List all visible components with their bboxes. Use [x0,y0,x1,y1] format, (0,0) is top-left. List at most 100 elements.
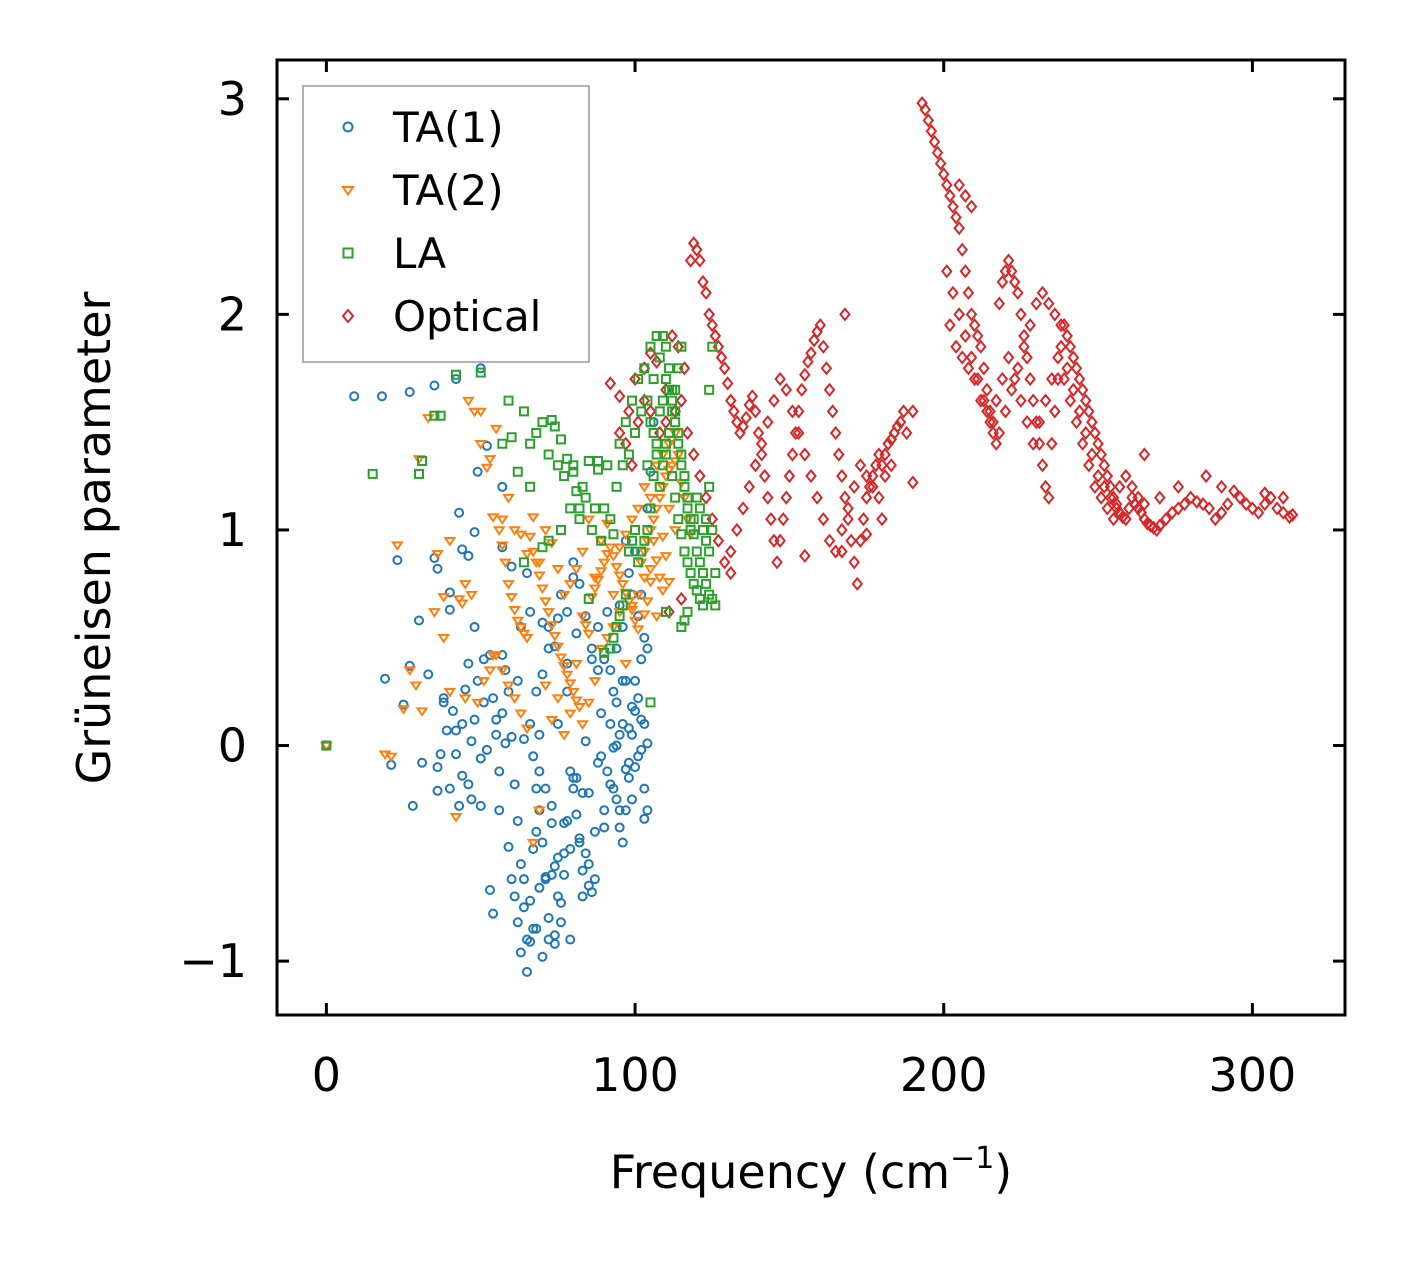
data-point [620,805,631,816]
data-point [836,522,848,538]
data-point [780,490,793,505]
data-point [525,481,536,492]
data-point [749,458,762,473]
data-point [854,533,867,548]
x-axis-title: Frequency (cm−1) [610,1141,1013,1199]
data-point [593,621,604,632]
data-point [965,350,978,365]
data-point [633,693,644,704]
data-point [656,586,670,597]
data-point [636,589,647,600]
data-point [657,395,668,406]
data-point [694,557,705,568]
data-point [1126,479,1138,494]
data-point [603,543,617,554]
data-point [594,537,608,547]
data-point [1036,458,1049,473]
data-point [611,481,622,492]
x-tick-label: 300 [1208,1048,1296,1102]
data-point [633,557,644,568]
data-point [993,296,1006,311]
data-point [1018,339,1030,354]
data-point [959,328,972,344]
data-point [660,341,671,352]
data-point [731,415,743,430]
data-point [508,694,522,704]
data-point [1086,447,1098,462]
data-point [384,752,398,763]
data-point [987,415,999,430]
data-point [477,677,491,687]
data-point [768,393,780,408]
data-point [431,549,444,560]
data-point [999,404,1012,419]
data-point [404,660,415,671]
data-point [1021,350,1033,365]
data-point [552,718,563,729]
data-point [481,744,492,755]
data-point [685,524,696,535]
data-point [1252,505,1265,520]
data-point [534,882,545,893]
data-point [497,481,508,492]
data-point [610,562,623,573]
data-point [423,669,434,680]
data-point [993,425,1006,441]
data-point [786,447,799,462]
data-point [662,577,676,588]
data-point [937,167,950,182]
data-point [626,458,638,473]
data-point [1055,318,1067,333]
data-point [531,427,542,438]
data-point [631,590,645,601]
data-point [626,729,637,740]
data-point [707,341,718,352]
data-point [563,679,577,689]
data-point [551,565,565,575]
data-point [599,647,610,658]
data-point [662,504,676,515]
data-point [583,593,594,604]
data-point [1277,505,1290,520]
data-point [648,374,659,385]
data-point [799,447,811,462]
data-point [469,714,480,725]
data-point [774,533,786,548]
data-point [462,396,475,407]
data-point [1076,436,1089,451]
data-point [497,708,508,719]
y-tick-label: −1 [179,934,247,988]
legend: TA(1) TA(2) LA Optical [302,85,590,363]
data-point [531,686,542,697]
data-point [1039,393,1052,408]
data-point [860,468,873,484]
data-point [629,371,641,387]
data-point [602,766,613,777]
data-point [1061,328,1073,344]
data-point [620,675,631,686]
data-point [486,513,500,523]
data-point [673,438,684,449]
series-la [321,330,721,751]
data-point [576,720,589,730]
data-point [845,533,857,548]
data-point [925,124,938,139]
data-point [491,729,502,740]
data-point [468,407,481,418]
data-point [1027,393,1040,408]
data-point [1200,468,1212,484]
data-point [588,584,602,595]
data-point [522,568,533,579]
data-point [574,837,585,848]
data-point [817,512,830,527]
data-point [690,242,703,257]
legend-label: LA [393,229,446,278]
data-point [571,809,582,820]
data-point [509,891,520,902]
data-point [1110,497,1123,512]
data-point [483,666,497,676]
data-point [577,481,588,492]
data-point [607,590,620,601]
data-point [320,741,333,752]
